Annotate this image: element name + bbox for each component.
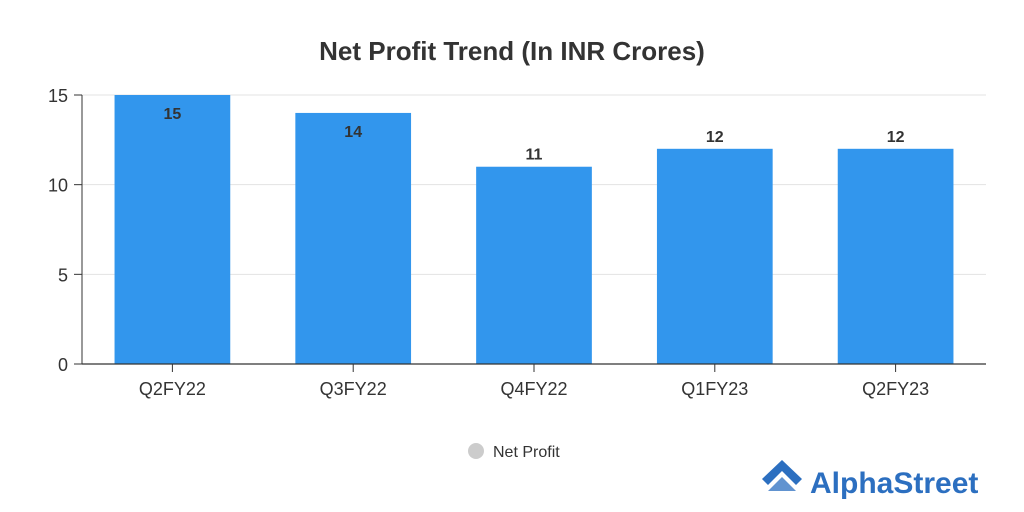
x-tick-label: Q4FY22 (500, 379, 567, 399)
bar (476, 166, 592, 364)
y-tick-label: 0 (58, 355, 68, 375)
y-tick-label: 5 (58, 265, 68, 285)
bars (114, 95, 954, 364)
data-label: 12 (706, 129, 724, 146)
y-axis: 0 5 10 15 (48, 86, 83, 375)
y-tick-label: 15 (48, 86, 68, 106)
alphastreet-logo-icon (762, 460, 802, 491)
legend: Net Profit (468, 443, 560, 461)
bar (114, 95, 231, 364)
brand-name: AlphaStreet (810, 467, 978, 500)
x-tick-label: Q2FY22 (139, 379, 206, 399)
brand-logo: AlphaStreet (762, 460, 978, 500)
data-label: 15 (164, 106, 182, 123)
x-tick-label: Q2FY23 (862, 379, 929, 399)
y-tick-label: 10 (48, 176, 68, 196)
data-labels: 15 14 11 12 12 (164, 106, 905, 164)
bar (295, 112, 412, 364)
data-label: 12 (887, 129, 905, 146)
chart-title: Net Profit Trend (In INR Crores) (319, 36, 705, 66)
x-axis: Q2FY22 Q3FY22 Q4FY22 Q1FY23 Q2FY23 (82, 363, 986, 399)
legend-label: Net Profit (493, 444, 560, 461)
data-label: 11 (526, 147, 543, 164)
legend-marker (468, 443, 484, 459)
bar (837, 148, 954, 364)
x-tick-label: Q3FY22 (320, 379, 387, 399)
x-tick-label: Q1FY23 (681, 379, 748, 399)
data-label: 14 (344, 124, 362, 141)
bar (656, 148, 773, 364)
